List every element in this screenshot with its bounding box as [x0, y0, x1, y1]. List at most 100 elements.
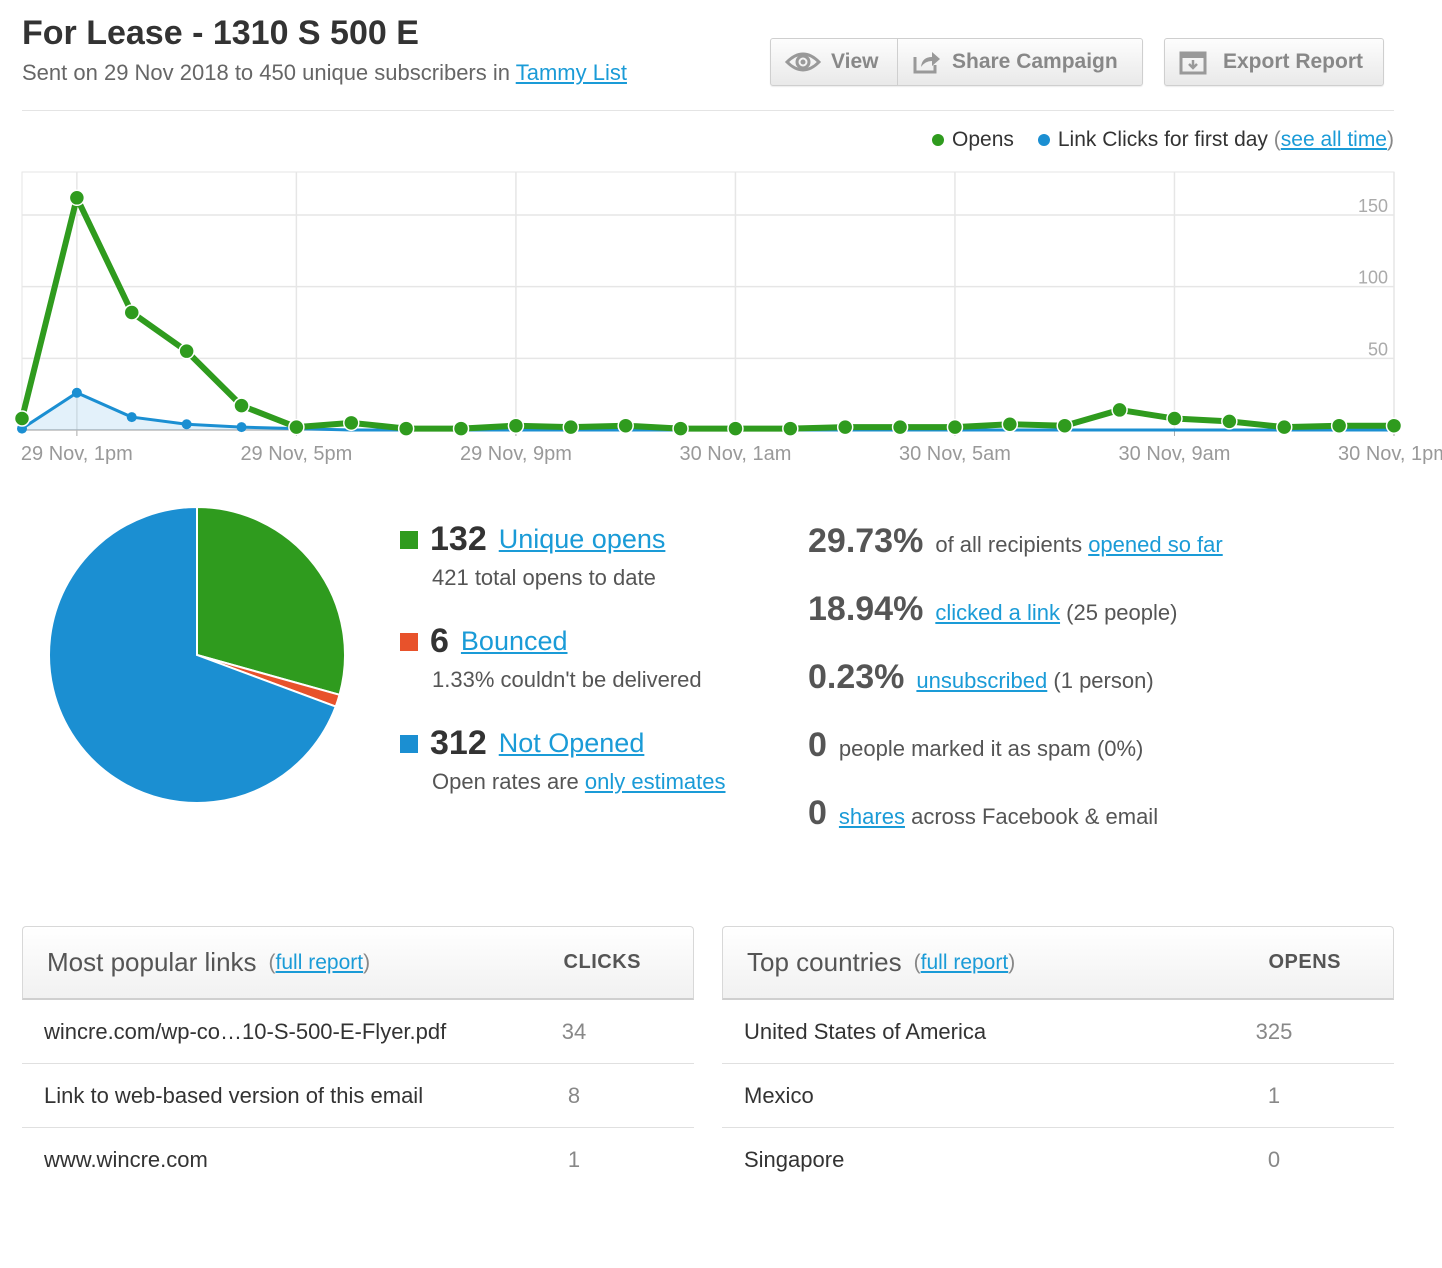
country-name: Mexico [744, 1082, 814, 1108]
stat-not-opened: 312 Not Opened Open rates are only estim… [400, 724, 726, 795]
chart-legend: Opens Link Clicks for first day (see all… [932, 128, 1394, 152]
rate-clicked: 18.94% clicked a link (25 people) [808, 590, 1177, 629]
link-clicks: 34 [561, 1018, 587, 1044]
rate-opened: 29.73% of all recipients opened so far [808, 522, 1223, 561]
spam-text: people marked it as spam (0%) [838, 736, 1144, 761]
x-tick-label: 30 Nov, 1am [679, 443, 791, 465]
link-clicks: 1 [567, 1147, 581, 1172]
unsub-text: (1 person) [1047, 668, 1154, 693]
opens-data-point [233, 397, 250, 414]
links-paren-open: ( [268, 950, 276, 974]
opens-data-point [1001, 416, 1019, 433]
clicks-data-point [181, 419, 192, 430]
export-icon [1179, 49, 1207, 75]
clicks-data-point [236, 422, 247, 433]
stat-unique-opens: 132 Unique opens 421 total opens to date [400, 520, 665, 591]
opens-count: 132 [430, 520, 487, 558]
opens-data-point [617, 417, 634, 434]
unsub-pct: 0.23% [808, 658, 905, 696]
opens-data-point [1385, 417, 1403, 434]
page-title: For Lease - 1310 S 500 E [22, 14, 419, 52]
links-full-report-link[interactable]: full report [275, 950, 364, 974]
x-tick-label: 29 Nov, 1pm [21, 443, 133, 465]
opens-line-chart: 29 Nov, 1pm 29 Nov, 5pm 29 Nov, 9pm 30 Nov,… [13, 171, 1442, 465]
see-all-paren-open: ( [1273, 128, 1281, 151]
see-all-paren-close: ) [1387, 128, 1394, 151]
clicks-column-header: CLICKS [563, 951, 641, 973]
opens-sub: 421 total opens to date [432, 565, 656, 590]
y-tick-label: 100 [1358, 268, 1388, 288]
share-campaign-button[interactable]: Share Campaign [897, 39, 1142, 85]
opens-column-header: OPENS [1268, 951, 1341, 973]
top-countries-header: Top countries (full report) OPENS [722, 926, 1394, 1000]
opens-data-point [672, 420, 689, 437]
table-row: Singapore 0 [722, 1128, 1394, 1192]
export-button-group: Export Report [1164, 38, 1384, 86]
opens-data-point [507, 417, 525, 434]
country-name: United States of America [744, 1018, 987, 1044]
top-countries-full-report: (full report) [914, 951, 1016, 975]
opens-data-point [1056, 417, 1073, 434]
country-opens: 0 [1267, 1147, 1281, 1172]
share-label: Share Campaign [952, 50, 1118, 73]
countries-paren-close: ) [1008, 950, 1016, 974]
not-opened-swatch [400, 734, 418, 753]
y-tick-label: 50 [1368, 339, 1388, 359]
not-opened-sub: Open rates are only estimates [432, 769, 726, 795]
popular-links-title: Most popular links [47, 947, 257, 977]
table-row: www.wincre.com 1 [22, 1128, 694, 1192]
opens-data-point [562, 418, 580, 436]
clicked-text: (25 people) [1060, 600, 1178, 625]
not-opened-sub-text: Open rates are [432, 769, 585, 794]
clicks-legend-marker [1037, 134, 1050, 146]
table-row: Link to web-based version of this email … [22, 1064, 694, 1128]
countries-full-report-link[interactable]: full report [920, 950, 1009, 974]
see-all-time-link[interactable]: see all time [1280, 128, 1387, 151]
view-button[interactable]: View [771, 39, 897, 85]
rate-spam: 0 people marked it as spam (0%) [808, 726, 1143, 765]
pie-slice-not-opened [48, 505, 338, 804]
popular-links-panel: Most popular links (full report) CLICKS … [22, 926, 694, 1192]
shares-link[interactable]: shares [838, 804, 905, 829]
x-tick-label: 30 Nov, 1pm [1338, 443, 1442, 465]
country-opens: 1 [1267, 1082, 1281, 1108]
rate-unsubscribed: 0.23% unsubscribed (1 person) [808, 658, 1154, 697]
top-countries-title: Top countries [747, 947, 902, 977]
bounced-count: 6 [430, 622, 449, 660]
clicks-series-area [22, 392, 1394, 430]
opened-so-far-link[interactable]: opened so far [1088, 532, 1223, 557]
x-tick-label: 29 Nov, 9pm [460, 443, 572, 465]
opens-data-point [13, 410, 31, 427]
share-icon [912, 49, 942, 75]
opened-pct: 29.73% [808, 522, 924, 560]
table-row: Mexico 1 [722, 1064, 1394, 1128]
only-estimates-link[interactable]: only estimates [584, 769, 726, 794]
clicked-a-link-link[interactable]: clicked a link [935, 600, 1061, 625]
opens-data-point [288, 418, 305, 436]
table-row: United States of America 325 [722, 1000, 1394, 1064]
eye-icon [785, 50, 821, 74]
list-link[interactable]: Tammy List [515, 60, 627, 85]
popular-links-header: Most popular links (full report) CLICKS [22, 926, 694, 1000]
popular-links-full-report: (full report) [269, 951, 371, 975]
clicks-data-point [126, 412, 137, 423]
opens-data-point [343, 414, 360, 432]
unique-opens-link[interactable]: Unique opens [498, 524, 666, 554]
spam-count: 0 [808, 726, 827, 764]
country-name: Singapore [744, 1147, 845, 1172]
opens-data-point [452, 420, 470, 437]
not-opened-link[interactable]: Not Opened [498, 728, 645, 758]
not-opened-count: 312 [430, 724, 487, 762]
opens-data-point [782, 420, 799, 437]
bounced-link[interactable]: Bounced [460, 626, 568, 656]
opens-data-point [178, 342, 195, 360]
unsubscribed-link[interactable]: unsubscribed [916, 668, 1048, 693]
link-url: Link to web-based version of this email [44, 1082, 424, 1108]
opens-series-line [19, 194, 1394, 432]
opens-legend-label: Opens [952, 128, 1014, 151]
opens-data-point [836, 418, 854, 436]
bounced-sub: 1.33% couldn't be delivered [432, 667, 702, 692]
shares-text: across Facebook & email [904, 804, 1159, 829]
export-report-button[interactable]: Export Report [1165, 39, 1383, 85]
campaign-subtitle: Sent on 29 Nov 2018 to 450 unique subscr… [22, 60, 627, 86]
